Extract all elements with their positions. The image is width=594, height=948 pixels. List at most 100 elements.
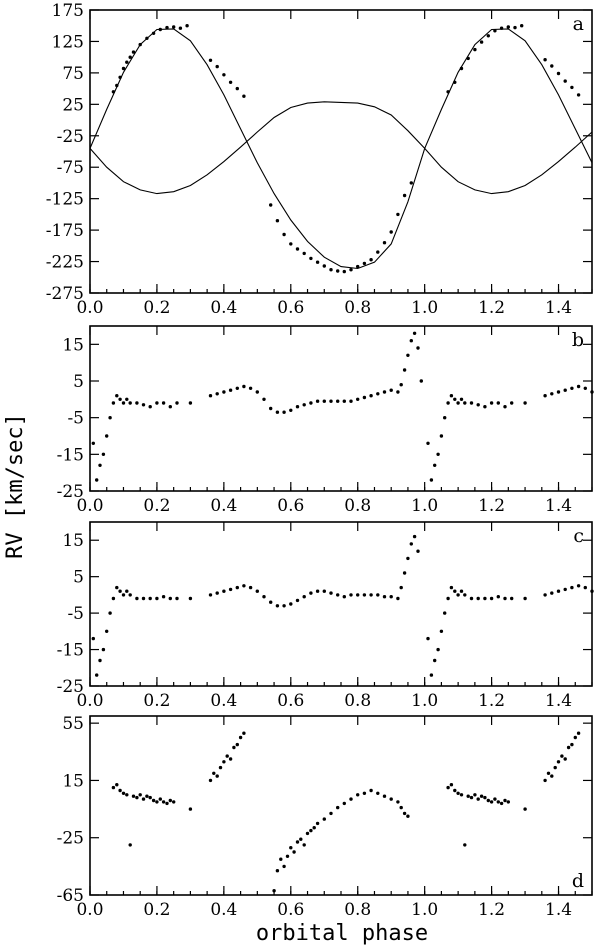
data-point bbox=[275, 219, 280, 223]
data-point bbox=[118, 589, 122, 593]
x-tick-label: 1.2 bbox=[478, 298, 505, 318]
data-point bbox=[279, 857, 283, 861]
data-point bbox=[402, 811, 407, 816]
data-point bbox=[228, 587, 233, 592]
data-point bbox=[349, 268, 353, 272]
data-point bbox=[161, 401, 166, 405]
data-point bbox=[295, 598, 300, 603]
data-point bbox=[503, 596, 507, 601]
data-point bbox=[151, 798, 156, 803]
data-point bbox=[349, 399, 353, 403]
data-point bbox=[433, 463, 437, 467]
data-point bbox=[282, 232, 286, 237]
y-tick-label: -5 bbox=[67, 604, 84, 624]
data-point bbox=[456, 791, 460, 795]
data-point bbox=[118, 75, 122, 80]
data-point bbox=[563, 587, 567, 592]
data-point bbox=[289, 408, 293, 412]
data-point bbox=[503, 798, 507, 803]
data-point bbox=[115, 394, 119, 398]
data-point bbox=[376, 593, 380, 597]
y-tick-label: -25 bbox=[57, 677, 84, 697]
data-point bbox=[449, 585, 454, 590]
data-point bbox=[486, 798, 490, 803]
data-point bbox=[553, 765, 557, 770]
data-point bbox=[479, 794, 484, 798]
data-point bbox=[111, 596, 116, 601]
data-point bbox=[95, 673, 99, 677]
data-point bbox=[463, 593, 467, 597]
data-point bbox=[382, 390, 387, 394]
data-point bbox=[496, 800, 500, 804]
y-tick-label: 15 bbox=[62, 335, 84, 355]
data-point bbox=[342, 595, 346, 599]
data-point bbox=[590, 390, 594, 394]
y-tick-label: 5 bbox=[73, 568, 84, 588]
data-point bbox=[369, 593, 373, 597]
data-point bbox=[590, 589, 594, 593]
data-point bbox=[570, 386, 574, 390]
data-point bbox=[446, 90, 450, 94]
x-tick-label: 0.6 bbox=[277, 298, 304, 318]
data-point bbox=[369, 788, 373, 793]
data-point bbox=[125, 793, 129, 797]
data-point bbox=[228, 388, 233, 392]
x-tick-label: 1.2 bbox=[478, 496, 505, 516]
data-point bbox=[115, 783, 119, 787]
y-tick-label: -25 bbox=[57, 127, 84, 147]
data-point bbox=[121, 791, 126, 795]
data-point bbox=[466, 794, 470, 798]
data-point bbox=[476, 596, 480, 601]
data-point bbox=[409, 339, 413, 343]
data-point bbox=[255, 390, 259, 394]
data-point bbox=[402, 571, 407, 575]
data-point bbox=[510, 596, 514, 601]
data-point bbox=[141, 797, 146, 801]
data-point bbox=[489, 800, 494, 804]
data-point bbox=[446, 401, 450, 405]
data-point bbox=[356, 793, 360, 797]
data-point bbox=[235, 86, 239, 91]
data-point bbox=[336, 805, 340, 810]
data-point bbox=[416, 346, 420, 350]
data-point bbox=[349, 797, 353, 801]
data-point bbox=[396, 390, 400, 394]
x-tick-label: 1.0 bbox=[411, 298, 438, 318]
data-point bbox=[131, 50, 136, 54]
data-point bbox=[389, 230, 393, 234]
data-point bbox=[556, 760, 561, 764]
data-point bbox=[402, 193, 407, 198]
y-tick-label: 75 bbox=[62, 64, 84, 84]
data-point bbox=[382, 241, 387, 245]
data-point bbox=[412, 534, 417, 539]
panel-d-frame bbox=[89, 715, 593, 896]
x-tick-label: 1.0 bbox=[411, 496, 438, 516]
x-tick-label: 0.0 bbox=[76, 691, 103, 711]
data-point bbox=[248, 585, 253, 590]
data-point bbox=[131, 794, 136, 798]
x-tick-label: 0.8 bbox=[344, 298, 371, 318]
data-point bbox=[453, 80, 457, 85]
x-tick-label: 0.2 bbox=[143, 691, 170, 711]
data-point bbox=[486, 34, 490, 38]
data-point bbox=[459, 793, 464, 797]
data-point bbox=[302, 403, 306, 407]
data-point bbox=[556, 71, 561, 76]
data-point bbox=[389, 595, 393, 599]
data-point bbox=[141, 596, 146, 601]
y-tick-label: 25 bbox=[62, 95, 84, 115]
data-point bbox=[576, 731, 581, 735]
data-point bbox=[222, 73, 226, 77]
data-point bbox=[409, 542, 413, 546]
data-point bbox=[322, 399, 326, 403]
data-point bbox=[356, 264, 360, 269]
data-point bbox=[506, 25, 510, 29]
data-point bbox=[165, 801, 169, 806]
data-point bbox=[493, 797, 497, 801]
data-point bbox=[459, 397, 464, 401]
y-tick-label: -175 bbox=[46, 221, 84, 241]
data-point bbox=[483, 405, 487, 409]
x-tick-label: 0.4 bbox=[210, 691, 237, 711]
data-point bbox=[111, 785, 116, 790]
data-point bbox=[566, 745, 571, 750]
